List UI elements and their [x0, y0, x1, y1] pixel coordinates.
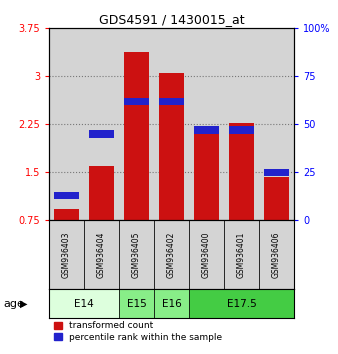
Bar	[229, 126, 254, 134]
Bar	[224, 220, 259, 289]
Text: E15: E15	[127, 298, 146, 309]
Bar	[49, 220, 84, 289]
Bar	[154, 220, 189, 289]
Text: GSM936400: GSM936400	[202, 231, 211, 278]
Bar	[89, 166, 114, 220]
Bar	[189, 220, 224, 289]
Text: GSM936404: GSM936404	[97, 231, 106, 278]
Text: age: age	[3, 298, 24, 309]
Bar	[224, 28, 259, 220]
Bar	[229, 123, 254, 220]
Title: GDS4591 / 1430015_at: GDS4591 / 1430015_at	[99, 13, 244, 26]
Text: GSM936401: GSM936401	[237, 231, 246, 278]
Bar	[119, 28, 154, 220]
Bar	[49, 289, 119, 319]
Text: GSM936405: GSM936405	[132, 231, 141, 278]
Bar	[124, 52, 149, 220]
Legend: transformed count, percentile rank within the sample: transformed count, percentile rank withi…	[53, 321, 222, 342]
Bar	[194, 131, 219, 220]
Bar	[124, 98, 149, 105]
Text: E14: E14	[74, 298, 94, 309]
Bar	[119, 220, 154, 289]
Bar	[264, 169, 289, 176]
Bar	[194, 126, 219, 134]
Bar	[259, 220, 294, 289]
Bar	[154, 289, 189, 319]
Bar	[189, 289, 294, 319]
Text: GSM936406: GSM936406	[272, 231, 281, 278]
Bar	[159, 73, 184, 220]
Bar	[119, 289, 154, 319]
Text: GSM936403: GSM936403	[62, 231, 71, 278]
Bar	[259, 28, 294, 220]
Text: GSM936402: GSM936402	[167, 231, 176, 278]
Bar	[264, 177, 289, 220]
Bar	[189, 28, 224, 220]
Bar	[54, 192, 79, 199]
Text: E16: E16	[162, 298, 182, 309]
Bar	[159, 98, 184, 105]
Bar	[84, 220, 119, 289]
Bar	[49, 28, 84, 220]
Bar	[154, 28, 189, 220]
Text: ▶: ▶	[20, 298, 28, 309]
Bar	[89, 130, 114, 138]
Bar	[54, 210, 79, 220]
Text: E17.5: E17.5	[227, 298, 257, 309]
Bar	[84, 28, 119, 220]
